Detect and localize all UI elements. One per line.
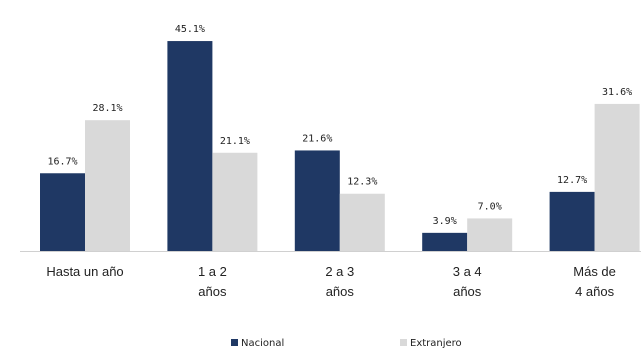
value-label-extranjero-4: 31.6% [602,87,632,98]
category-label-3-line-0: 3 a 4 [453,264,482,279]
category-label-1-line-0: 1 a 2 [198,264,227,279]
category-label-3-line-1: años [453,284,482,299]
value-label-nacional-4: 12.7% [557,175,587,186]
value-labels-group: 16.7% 28.1% 45.1% 21.1% 21.6% 12.3% 3.9% 7.0% 12… [47,24,632,227]
category-label-0-line-0: Hasta un año [46,264,123,279]
bar-extranjero-3 [467,218,513,251]
category-label-2-line-0: 2 a 3 [325,264,354,279]
bar-extranjero-2 [339,193,385,251]
value-label-extranjero-0: 28.1% [92,103,122,114]
bar-extranjero-4 [594,103,640,251]
bar-nacional-1 [167,41,213,251]
value-label-extranjero-2: 12.3% [347,177,377,188]
bar-extranjero-0 [85,120,130,252]
value-label-nacional-3: 3.9% [433,216,457,227]
bar-nacional-3 [422,232,468,251]
bar-nacional-0 [40,173,85,251]
value-label-nacional-1: 45.1% [175,24,205,35]
bar-extranjero-1 [212,152,258,251]
legend-swatch-nacional [231,339,238,346]
value-label-nacional-0: 16.7% [47,156,77,167]
bar-nacional-4 [549,191,595,251]
value-label-extranjero-3: 7.0% [478,201,502,212]
legend-label-extranjero: Extranjero [410,338,462,349]
category-label-2-line-1: años [326,284,355,299]
bar-nacional-2 [294,150,340,251]
category-labels-group: Hasta un año 1 a 2 años 2 a 3 años 3 a 4 años M… [46,264,616,299]
value-label-extranjero-1: 21.1% [220,136,250,147]
legend: Nacional Extranjero [231,338,462,349]
category-label-4-line-1: 4 años [575,284,615,299]
legend-swatch-extranjero [400,339,407,346]
bars-group [40,41,640,252]
category-label-1-line-1: años [198,284,227,299]
value-label-nacional-2: 21.6% [302,133,332,144]
category-label-4-line-0: Más de [573,264,616,279]
legend-label-nacional: Nacional [241,338,284,349]
